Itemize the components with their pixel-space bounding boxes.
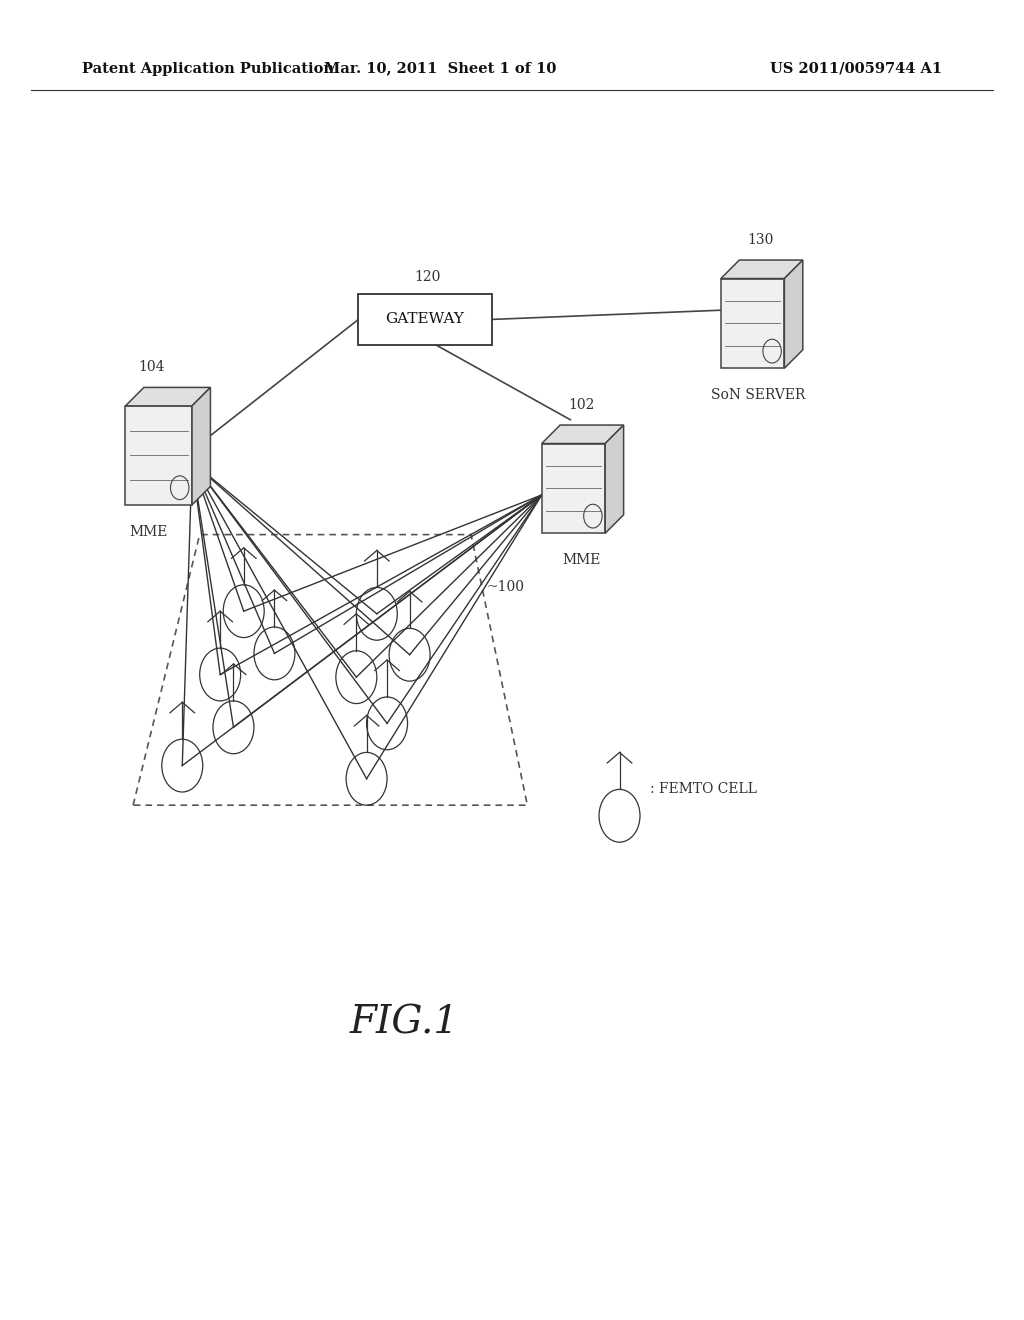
Text: Mar. 10, 2011  Sheet 1 of 10: Mar. 10, 2011 Sheet 1 of 10 xyxy=(325,62,556,75)
Polygon shape xyxy=(542,425,624,444)
Text: FIG.1: FIG.1 xyxy=(350,1005,459,1041)
Text: MME: MME xyxy=(562,553,601,568)
Polygon shape xyxy=(542,444,605,533)
Polygon shape xyxy=(721,260,803,279)
Polygon shape xyxy=(605,425,624,533)
Text: 120: 120 xyxy=(415,269,441,284)
Text: MME: MME xyxy=(129,524,168,539)
Polygon shape xyxy=(125,407,193,504)
Text: US 2011/0059744 A1: US 2011/0059744 A1 xyxy=(770,62,942,75)
Polygon shape xyxy=(358,294,492,345)
Polygon shape xyxy=(784,260,803,368)
Text: ~100: ~100 xyxy=(486,581,524,594)
Text: : FEMTO CELL: : FEMTO CELL xyxy=(650,783,757,796)
Polygon shape xyxy=(125,388,211,407)
Polygon shape xyxy=(721,279,784,368)
Text: 102: 102 xyxy=(568,397,595,412)
Text: 104: 104 xyxy=(138,360,165,375)
Text: SoN SERVER: SoN SERVER xyxy=(711,388,805,403)
Polygon shape xyxy=(193,388,211,504)
Text: 130: 130 xyxy=(748,232,774,247)
Text: Patent Application Publication: Patent Application Publication xyxy=(82,62,334,75)
Text: GATEWAY: GATEWAY xyxy=(385,313,465,326)
